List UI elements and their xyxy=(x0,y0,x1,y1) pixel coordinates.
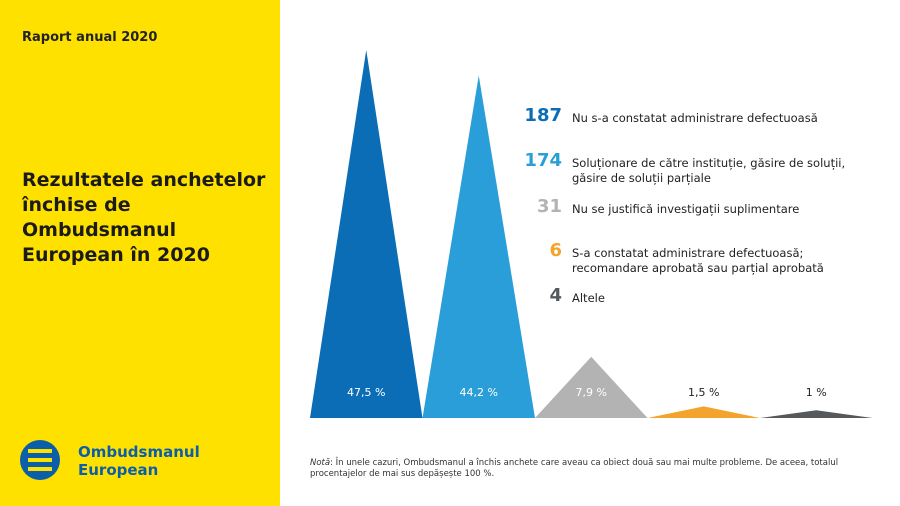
legend-label: S-a constatat administrare defectuoasă; … xyxy=(572,246,824,275)
note-label: Notă xyxy=(310,458,331,468)
value-label: 47,5 % xyxy=(347,386,385,399)
count: 31 xyxy=(536,196,562,217)
sidebar xyxy=(0,0,280,506)
logo-icon xyxy=(20,440,60,480)
triangle xyxy=(760,410,873,418)
triangle xyxy=(647,406,760,418)
footnote: Notă: În unele cazuri, Ombudsmanul a înc… xyxy=(310,458,880,480)
count: 187 xyxy=(524,105,562,126)
count: 6 xyxy=(549,240,562,261)
report-label: Raport anual 2020 xyxy=(22,30,158,45)
triangle xyxy=(535,356,648,418)
legend-label: Nu se justifică investigații suplimentar… xyxy=(572,202,800,216)
triangle xyxy=(310,50,423,418)
value-label: 1 % xyxy=(806,386,827,399)
legend-label: Soluționare de către instituție, găsire … xyxy=(572,156,846,185)
count: 174 xyxy=(524,150,562,171)
legend-label: Nu s-a constatat administrare defectuoas… xyxy=(572,111,818,125)
legend-label: Altele xyxy=(572,291,605,305)
note-text: : În unele cazuri, Ombudsmanul a închis … xyxy=(310,458,839,479)
triangle xyxy=(422,75,535,418)
value-label: 7,9 % xyxy=(576,386,607,399)
slide-title: Rezultatele anchetelor închise de Ombuds… xyxy=(22,169,266,266)
value-label: 44,2 % xyxy=(460,386,498,399)
value-label: 1,5 % xyxy=(688,386,719,399)
logo-name: Ombudsmanul European xyxy=(78,443,200,479)
count: 4 xyxy=(549,285,562,306)
